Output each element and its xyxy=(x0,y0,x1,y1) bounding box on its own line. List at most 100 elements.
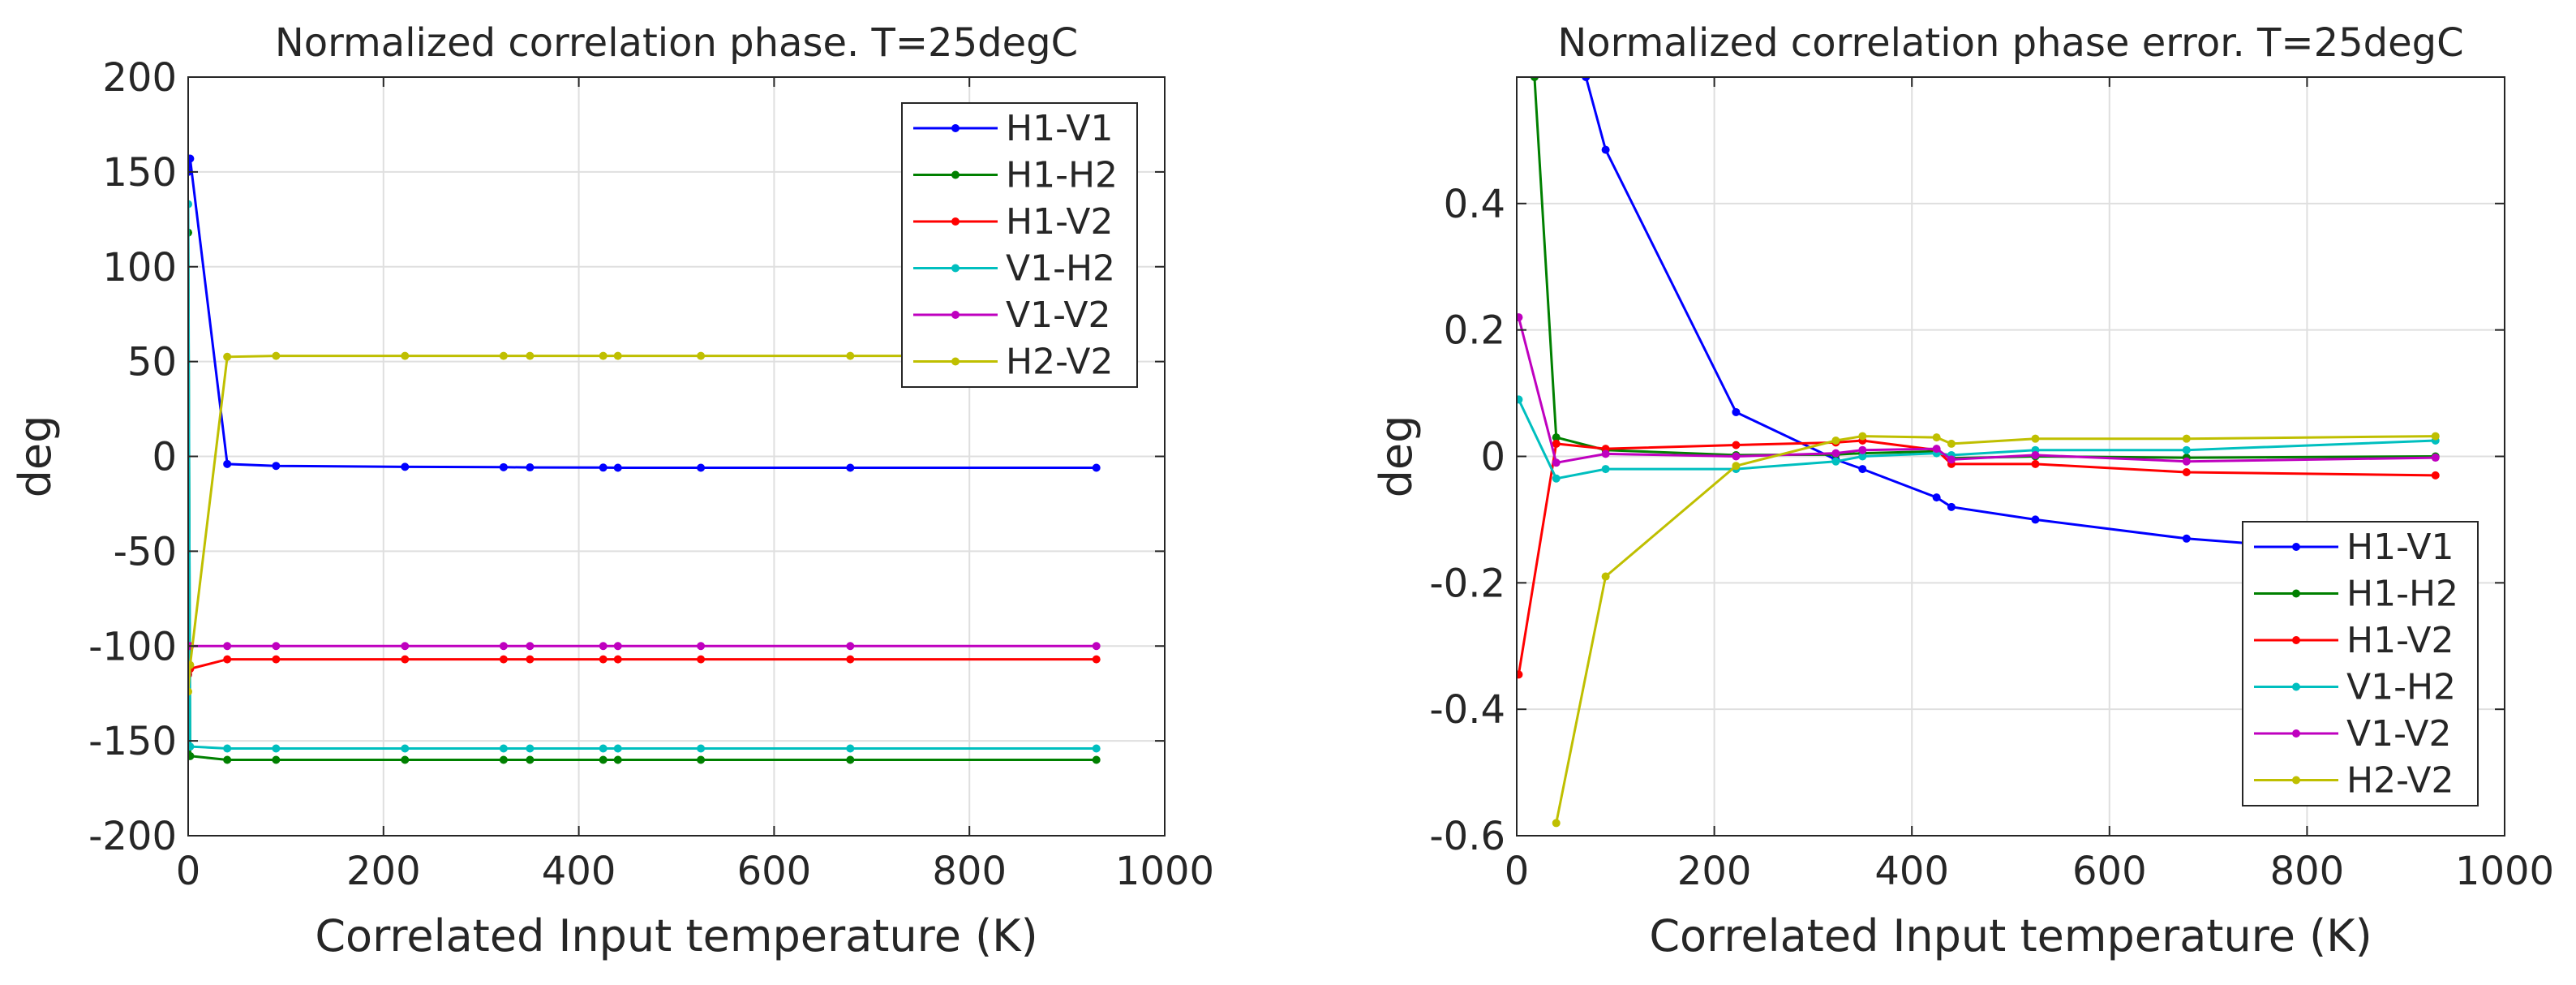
data-point-v1-h2 xyxy=(1601,465,1610,474)
data-point-h1-v1 xyxy=(613,463,622,472)
data-point-h1-h2 xyxy=(846,755,855,764)
data-point-h1-v1 xyxy=(1582,77,1591,81)
data-point-v1-v2 xyxy=(2431,454,2440,462)
data-point-h1-v1 xyxy=(599,463,608,472)
data-point-h1-h2 xyxy=(613,755,622,764)
x-tick-label: 200 xyxy=(1677,849,1752,894)
y-tick-label: 0.4 xyxy=(1444,182,1505,227)
data-point-v1-v2 xyxy=(526,642,535,651)
legend-box xyxy=(901,102,1138,388)
data-point-v1-v2 xyxy=(1092,642,1101,651)
data-point-v1-v2 xyxy=(613,642,622,651)
data-point-h1-v2 xyxy=(2182,467,2191,476)
legend-marker-v1-h2 xyxy=(2292,682,2300,691)
data-point-h1-v1 xyxy=(1858,465,1867,474)
data-point-h2-v2 xyxy=(1552,819,1561,828)
data-point-h2-v2 xyxy=(1732,462,1741,471)
data-point-h1-v1 xyxy=(526,463,535,472)
legend-label-h1-h2: H1-H2 xyxy=(1006,155,1118,196)
data-point-h2-v2 xyxy=(272,351,281,360)
data-point-v1-v2 xyxy=(223,642,232,651)
y-tick-label: -100 xyxy=(88,624,177,669)
data-point-h1-v2 xyxy=(599,655,608,664)
data-point-h1-h2 xyxy=(697,755,706,764)
series-line-h1-v2 xyxy=(188,658,1097,675)
data-point-v1-h2 xyxy=(697,744,706,753)
legend-marker-h1-v2 xyxy=(951,217,960,226)
legend-marker-v1-v2 xyxy=(2292,729,2300,738)
x-tick-label: 200 xyxy=(346,849,421,894)
data-point-v1-h2 xyxy=(272,744,281,753)
data-point-h1-v1 xyxy=(846,463,855,472)
series-line-h2-v2 xyxy=(1555,435,2436,824)
data-point-h1-v1 xyxy=(1932,493,1941,502)
data-point-v1-h2 xyxy=(401,744,410,753)
legend: H1-V1 H1-H2 H1-V2 V1-H2 V1-V2 H2-V2 xyxy=(2242,521,2479,806)
data-point-h2-v2 xyxy=(1858,432,1867,441)
data-point-h2-v2 xyxy=(697,351,706,360)
data-point-h1-v1 xyxy=(401,462,410,471)
chart-title: Normalized correlation phase error. T=25… xyxy=(1557,20,2463,66)
x-tick-label: 800 xyxy=(2270,849,2345,894)
data-point-v1-v2 xyxy=(1947,455,1956,464)
data-point-h1-h2 xyxy=(599,755,608,764)
data-point-v1-h2 xyxy=(2182,445,2191,454)
legend-label-h2-v2: H2-V2 xyxy=(2346,760,2454,802)
y-tick-label: 200 xyxy=(102,55,177,101)
data-point-h1-v1 xyxy=(1732,407,1741,416)
x-tick-label: 800 xyxy=(932,849,1007,894)
data-point-h1-v2 xyxy=(846,655,855,664)
data-point-h1-v2 xyxy=(272,655,281,664)
data-point-v1-v2 xyxy=(1831,449,1840,458)
data-point-h1-v2 xyxy=(1552,439,1561,448)
data-point-h2-v2 xyxy=(2431,432,2440,441)
data-point-v1-v2 xyxy=(599,642,608,651)
data-point-v1-v2 xyxy=(1858,445,1867,454)
data-point-h1-v2 xyxy=(2031,459,2040,468)
data-point-h1-h2 xyxy=(188,751,195,760)
data-point-v1-h2 xyxy=(1092,744,1101,753)
data-point-h1-v2 xyxy=(1732,441,1741,449)
chart-title: Normalized correlation phase. T=25degC xyxy=(275,20,1078,66)
data-point-h1-v1 xyxy=(223,459,232,468)
legend-label-v1-h2: V1-H2 xyxy=(1006,248,1115,290)
data-point-h1-v1 xyxy=(2182,534,2191,543)
legend-label-h1-v2: H1-V2 xyxy=(2346,620,2454,661)
series-line-h1-h2 xyxy=(188,232,1097,761)
y-tick-label: -200 xyxy=(88,814,177,859)
data-point-h1-h2 xyxy=(499,755,508,764)
data-point-h1-h2 xyxy=(526,755,535,764)
data-point-h1-h2 xyxy=(1092,755,1101,764)
data-point-h2-v2 xyxy=(526,351,535,360)
x-tick-label: 400 xyxy=(542,849,616,894)
x-axis-label: Correlated Input temperature (K) xyxy=(315,910,1037,961)
y-tick-label: -0.4 xyxy=(1429,687,1505,733)
data-point-h2-v2 xyxy=(1932,433,1941,442)
data-point-v1-v2 xyxy=(1552,458,1561,467)
legend-marker-h1-v2 xyxy=(2292,636,2300,644)
series-line-h2-v2 xyxy=(188,355,1097,692)
legend-item-v1-v2: V1-V2 xyxy=(2254,713,2452,755)
legend-item-h1-v1: H1-V1 xyxy=(2254,527,2454,568)
data-point-h1-v2 xyxy=(613,655,622,664)
data-point-v1-h2 xyxy=(1858,452,1867,461)
series-line-v1-h2 xyxy=(188,204,1097,750)
series-layer xyxy=(188,154,1101,764)
data-point-h2-v2 xyxy=(188,687,192,696)
legend-label-h1-h2: H1-H2 xyxy=(2346,574,2458,615)
data-point-h2-v2 xyxy=(223,352,232,361)
data-point-v1-h2 xyxy=(846,744,855,753)
data-point-h1-v1 xyxy=(188,154,195,163)
data-point-v1-h2 xyxy=(1552,474,1561,483)
x-tick-label: 400 xyxy=(1874,849,1949,894)
legend: H1-V1 H1-H2 H1-V2 V1-H2 V1-V2 H2-V2 xyxy=(901,102,1138,388)
x-tick-label: 0 xyxy=(176,849,201,894)
data-point-h2-v2 xyxy=(613,351,622,360)
legend-label-h1-v1: H1-V1 xyxy=(2346,527,2454,568)
data-point-v1-v2 xyxy=(1517,313,1523,322)
data-point-h2-v2 xyxy=(2182,434,2191,443)
legend-item-v1-h2: V1-H2 xyxy=(913,248,1115,290)
data-point-v1-h2 xyxy=(613,744,622,753)
legend-box xyxy=(2242,521,2479,806)
